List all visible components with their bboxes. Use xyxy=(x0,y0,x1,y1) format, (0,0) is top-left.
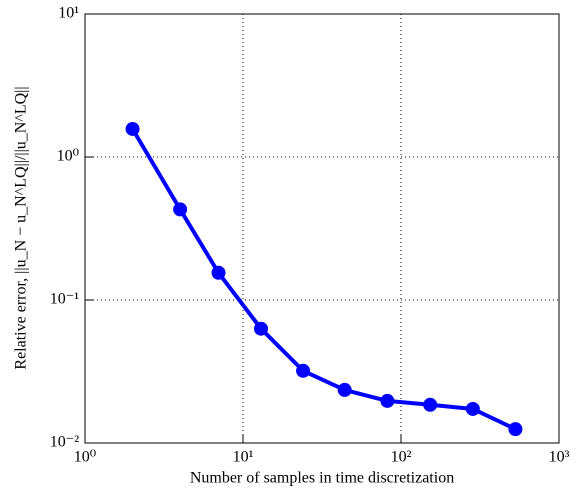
data-line xyxy=(130,127,517,431)
y-tick-label: 10⁻² xyxy=(50,434,79,451)
data-point xyxy=(380,393,395,408)
data-point xyxy=(508,422,523,437)
y-tick-label: 10⁰ xyxy=(57,148,79,165)
data-point xyxy=(296,363,311,378)
data-point xyxy=(423,397,438,412)
x-tick-label: 10⁰ xyxy=(74,449,96,466)
data-point xyxy=(173,202,188,217)
x-tick-label: 10¹ xyxy=(233,449,254,466)
y-axis-label: Relative error, ||u_N − u_N^LQ||/||u_N^L… xyxy=(13,86,30,369)
data-point xyxy=(211,265,226,280)
data-point xyxy=(254,321,269,336)
x-tick-label: 10² xyxy=(391,449,412,466)
data-point xyxy=(337,382,352,397)
x-tick-label: 10³ xyxy=(549,449,570,466)
x-axis-label: Number of samples in time discretization xyxy=(190,470,454,487)
data-point xyxy=(125,121,140,136)
y-tick-label: 10⁻¹ xyxy=(50,291,79,308)
data-point xyxy=(465,401,480,416)
y-tick-label: 10¹ xyxy=(58,5,79,22)
